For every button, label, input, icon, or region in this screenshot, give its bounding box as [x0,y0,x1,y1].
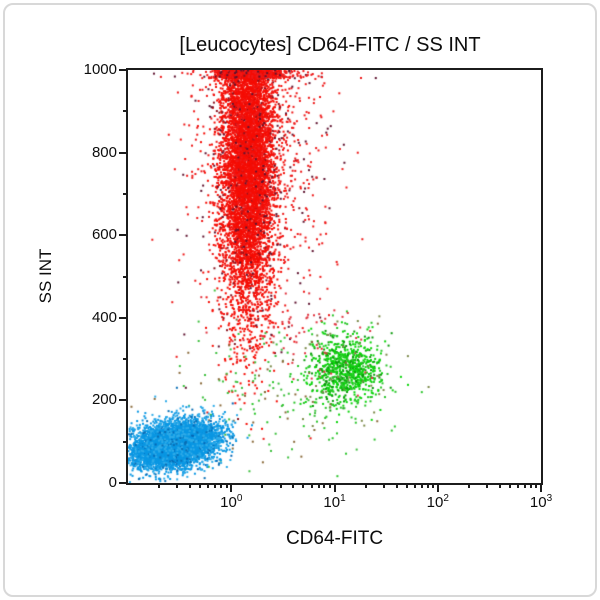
chart-title: [Leucocytes] CD64-FITC / SS INT [179,34,481,56]
plot-area: 0 200 400 600 800 1000 100 101 102 103 [84,61,553,511]
x-tick [420,483,423,488]
x-tick-label: 103 [529,493,553,512]
y-axis-label: SS INT [36,248,55,304]
x-tick [189,483,192,488]
x-tick [230,483,233,492]
y-tick [119,151,128,154]
x-tick [292,483,295,488]
x-tick [364,483,367,488]
x-tick [529,483,532,488]
x-tick [333,483,336,492]
x-tick [261,483,264,488]
y-tick-label: 200 [91,391,117,409]
y-tick [119,399,128,402]
x-tick [199,483,202,488]
y-tick [119,316,128,319]
x-tick [310,483,313,488]
x-tick [207,483,210,488]
scatter-canvas [128,70,541,483]
x-tick [432,483,435,488]
x-axis-label: CD64-FITC [285,528,384,549]
y-tick-label: 600 [91,226,117,244]
x-tick-label: 102 [426,493,449,512]
x-tick [225,483,228,488]
x-tick-label: 100 [220,493,243,512]
x-tick [540,483,542,492]
y-tick-label: 800 [91,143,117,161]
y-tick-label: 1000 [83,61,117,79]
y-tick-label: 400 [91,308,117,326]
x-tick [395,483,398,488]
x-tick [486,483,488,488]
y-tick [119,482,128,484]
y-tick [123,192,128,195]
x-tick [302,483,305,488]
y-tick [123,440,128,443]
x-tick [176,483,179,488]
x-tick [220,483,223,488]
x-tick [467,483,470,488]
x-tick [524,483,526,488]
x-tick [405,483,408,488]
x-tick [535,483,538,488]
x-tick [328,483,331,488]
x-tick [214,483,217,488]
x-tick [279,483,282,488]
y-tick [123,358,128,361]
x-tick-label: 101 [323,493,346,512]
x-tick [382,483,385,488]
x-tick [436,483,439,492]
y-tick-label: 0 [108,474,117,492]
x-tick [517,483,520,488]
y-tick [119,69,128,71]
x-tick [498,483,501,488]
x-tick [158,483,161,488]
y-tick [123,110,128,113]
x-tick [426,483,429,488]
x-tick [508,483,511,488]
y-tick [119,234,128,237]
x-tick [317,483,320,488]
x-tick [323,483,326,488]
x-tick [413,483,416,488]
y-tick [123,275,128,278]
